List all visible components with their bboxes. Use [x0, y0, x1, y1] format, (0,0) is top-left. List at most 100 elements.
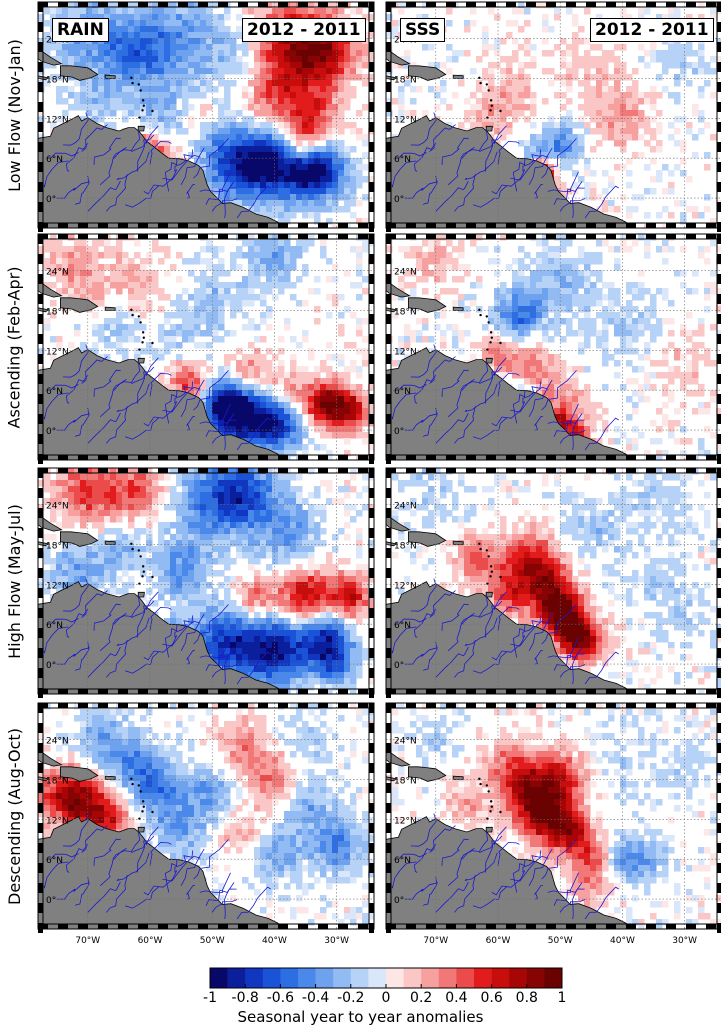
- river-network: [391, 112, 619, 219]
- lat-tick-label: 24°N: [46, 737, 69, 747]
- lat-tick-label: 0°: [394, 195, 404, 205]
- land: [386, 514, 635, 694]
- lat-tick-label: 6°N: [394, 387, 411, 397]
- lat-tick-label: 24°N: [46, 268, 69, 278]
- colorbar-swatch: [245, 968, 264, 988]
- row-label-text: Descending (Aug-Oct): [4, 727, 24, 905]
- land: [38, 749, 287, 929]
- river-network: [43, 344, 271, 451]
- period-label: 2012 - 2011: [242, 18, 366, 42]
- lat-tick-label: 12°N: [394, 581, 417, 591]
- lat-tick-label: 12°N: [394, 816, 417, 826]
- colorbar-swatch: [262, 968, 281, 988]
- colorbar-swatch: [438, 968, 457, 988]
- lat-tick-label: 18°N: [394, 541, 417, 551]
- lat-tick-label: 0°: [46, 896, 56, 906]
- lat-tick-label: 18°N: [46, 307, 69, 317]
- colorbar-swatch: [227, 968, 246, 988]
- colorbar-tick-label: -0.6: [266, 990, 295, 1006]
- lat-tick-label: 0°: [394, 896, 404, 906]
- map-frame: [37, 702, 375, 933]
- lat-tick-label: 12°N: [46, 581, 69, 591]
- colorbar-tick-label: 0.2: [410, 990, 433, 1006]
- lat-tick-label: 6°N: [394, 155, 411, 165]
- lat-tick-label: 24°N: [46, 502, 69, 512]
- lat-tick-label: 0°: [394, 427, 404, 437]
- lat-tick-label: 0°: [46, 195, 56, 205]
- colorbar-tick-label: -0.2: [337, 990, 365, 1006]
- river-network: [43, 112, 271, 219]
- colorbar-swatch: [403, 968, 422, 988]
- lat-tick-label: 18°N: [46, 75, 69, 85]
- graticule: [386, 468, 721, 694]
- map-panel-p1_0: 24°N 18°N 12°N 6°N 0°: [37, 233, 375, 464]
- row-label: Low Flow (Nov-Jan): [0, 2, 34, 228]
- land: [38, 280, 287, 460]
- colorbar-title: Seasonal year to year anomalies: [237, 1008, 484, 1026]
- colorbar-swatch: [333, 968, 352, 988]
- colorbar-swatch: [280, 968, 299, 988]
- map-frame: [385, 702, 721, 933]
- graticule: [38, 468, 374, 694]
- colorbar-swatch: [526, 968, 545, 988]
- graticule: [38, 703, 374, 929]
- lon-tick-label: 50°W: [200, 936, 225, 946]
- lat-tick-label: 6°N: [394, 621, 411, 631]
- lon-tick-label: 30°W: [672, 936, 697, 946]
- lat-tick-label: 12°N: [46, 816, 69, 826]
- land: [38, 514, 287, 694]
- row-label: High Flow (May-Jul): [0, 468, 34, 694]
- lat-tick-label: 12°N: [46, 115, 69, 125]
- lat-tick-label: 18°N: [394, 776, 417, 786]
- lon-tick-label: 60°W: [138, 936, 163, 946]
- colorbar: [209, 967, 563, 989]
- lon-tick-label: 30°W: [324, 936, 349, 946]
- map-frame: [37, 1, 375, 232]
- lat-tick-label: 18°N: [394, 75, 417, 85]
- colorbar-tick-label: -1: [203, 990, 217, 1006]
- land: [38, 48, 287, 228]
- lat-tick-label: 24°N: [394, 737, 417, 747]
- period-label: 2012 - 2011: [590, 18, 714, 42]
- colorbar-swatch: [368, 968, 387, 988]
- lon-tick-label: 40°W: [610, 936, 635, 946]
- lat-tick-label: 6°N: [394, 856, 411, 866]
- map-frame: [385, 1, 721, 232]
- map-panel-p2_0: 24°N 18°N 12°N 6°N 0°: [37, 467, 375, 698]
- colorbar-tick-label: -0.8: [231, 990, 259, 1006]
- lon-tick-label: 40°W: [262, 936, 287, 946]
- map-panel-p3_0: 24°N 18°N 12°N 6°N 0°: [37, 702, 375, 933]
- graticule: [386, 703, 721, 929]
- graticule: [38, 2, 374, 228]
- river-network: [391, 813, 619, 920]
- map-frame: [385, 467, 721, 698]
- colorbar-swatch: [315, 968, 334, 988]
- lat-tick-label: 12°N: [394, 347, 417, 357]
- row-label-text: Low Flow (Nov-Jan): [4, 38, 24, 192]
- colorbar-swatch: [421, 968, 440, 988]
- lat-tick-label: 18°N: [46, 776, 69, 786]
- lat-tick-label: 24°N: [394, 502, 417, 512]
- colorbar-swatch: [350, 968, 369, 988]
- lon-tick-label: 60°W: [486, 936, 511, 946]
- map-frame: [37, 467, 375, 698]
- row-label-text: High Flow (May-Jul): [4, 503, 24, 659]
- colorbar-tick-label: -0.4: [301, 990, 330, 1006]
- variable-label-rain: RAIN: [52, 18, 109, 42]
- lat-tick-label: 12°N: [394, 115, 417, 125]
- lat-tick-label: 18°N: [46, 541, 69, 551]
- map-frame: [385, 233, 721, 464]
- lat-tick-label: 0°: [394, 661, 404, 671]
- lat-tick-label: 6°N: [46, 621, 63, 631]
- anomaly-field: [386, 468, 721, 694]
- lat-tick-label: 18°N: [394, 307, 417, 317]
- colorbar-tick-label: 1: [557, 990, 567, 1006]
- anomaly-field: [386, 234, 721, 460]
- colorbar-swatch: [298, 968, 316, 988]
- map-frame: [37, 233, 375, 464]
- graticule: [38, 234, 374, 460]
- lat-tick-label: 6°N: [46, 387, 63, 397]
- colorbar-swatch: [210, 968, 228, 988]
- land: [386, 48, 635, 228]
